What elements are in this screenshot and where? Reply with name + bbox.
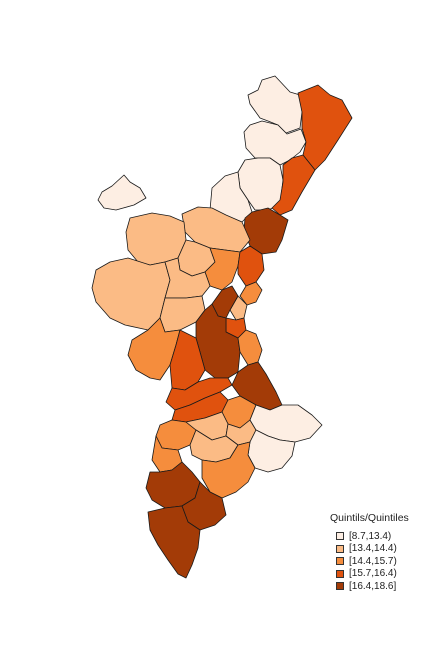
region	[204, 247, 241, 291]
legend-swatch	[336, 569, 344, 578]
region	[243, 120, 307, 166]
legend-label: [13.4,14.4)	[349, 543, 397, 555]
legend-label: [8.7,13.4)	[349, 530, 392, 542]
region	[297, 84, 353, 171]
region	[239, 281, 263, 306]
legend-swatch	[336, 557, 344, 566]
region	[181, 206, 251, 253]
legend-item: [16.4,18.6]	[336, 580, 409, 593]
legend-swatch	[336, 544, 344, 553]
region	[169, 329, 206, 391]
region	[165, 377, 233, 411]
region	[164, 257, 211, 299]
region	[147, 505, 201, 579]
legend-swatch	[336, 582, 344, 591]
legend-item: [15.7,16.4)	[336, 568, 409, 581]
region	[237, 329, 263, 366]
legend-swatch	[336, 532, 344, 541]
legend-item: [13.4,14.4)	[336, 543, 409, 556]
region	[243, 207, 289, 255]
legend-item: [8.7,13.4)	[336, 530, 409, 543]
region	[127, 317, 181, 381]
legend-label: [16.4,18.6]	[349, 580, 397, 592]
legend-title: Quintils/Quintiles	[330, 512, 409, 524]
legend: Quintils/Quintiles [8.7,13.4) [13.4,14.4…	[330, 512, 409, 593]
region	[97, 174, 147, 211]
region	[125, 212, 187, 266]
legend-item: [14.4,15.7)	[336, 555, 409, 568]
region	[271, 154, 316, 216]
legend-label: [15.7,16.4)	[349, 568, 397, 580]
legend-label: [14.4,15.7)	[349, 555, 397, 567]
